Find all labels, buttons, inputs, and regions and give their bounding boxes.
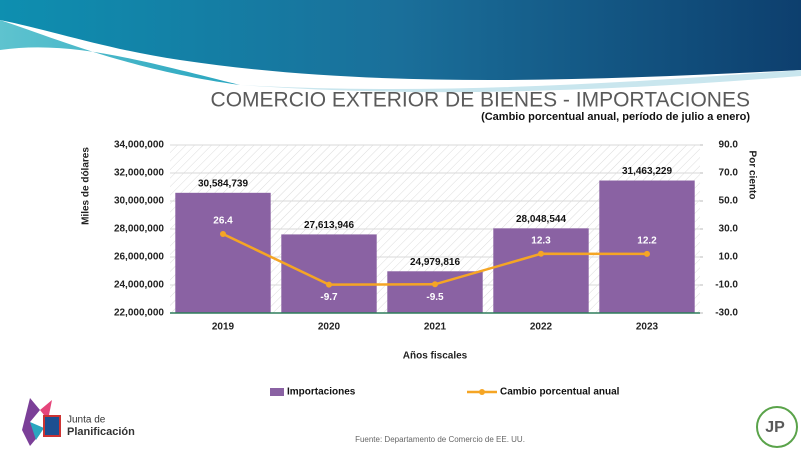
legend-label: Importaciones <box>287 387 356 398</box>
bar-value-label: 27,613,946 <box>304 220 354 231</box>
x-axis-label: Años fiscales <box>403 351 468 362</box>
y-tick-label: 34,000,000 <box>114 140 164 151</box>
y2-tick-label: -30.0 <box>715 308 738 319</box>
bar-value-label: 30,584,739 <box>198 178 248 189</box>
line-value-label: 12.3 <box>531 235 551 246</box>
logo-text: Planificación <box>67 426 135 438</box>
plot: 22,000,000 24,000,000 26,000,000 28,000,000… <box>114 140 738 398</box>
x-tick-label: 2019 <box>212 322 235 333</box>
bar-value-label: 28,048,544 <box>516 214 566 225</box>
chart-subtitle: (Cambio porcentual anual, período de jul… <box>481 111 750 123</box>
legend-label: Cambio porcentual anual <box>500 387 620 398</box>
y2-tick-label: 50.0 <box>719 196 739 207</box>
y-tick-label: 22,000,000 <box>114 308 164 319</box>
y-tick-label: 32,000,000 <box>114 168 164 179</box>
line-point <box>326 281 332 288</box>
bar <box>599 180 695 313</box>
bar <box>175 192 271 313</box>
line-value-label: 12.2 <box>637 236 657 247</box>
header-wave <box>0 0 801 80</box>
bar <box>493 228 589 313</box>
line-value-label: 26.4 <box>213 216 233 227</box>
line-point <box>432 281 438 288</box>
legend: Importaciones Cambio porcentual anual <box>270 387 620 398</box>
source-note: Fuente: Departamento de Comercio de EE. … <box>355 435 525 444</box>
bar-value-label: 24,979,816 <box>410 257 460 268</box>
y-tick-label: 30,000,000 <box>114 196 164 207</box>
logo: Junta de Planificación JP <box>22 398 798 448</box>
y-tick-label: 28,000,000 <box>114 224 164 235</box>
x-tick-label: 2021 <box>424 322 447 333</box>
line-value-label: -9.7 <box>320 292 338 303</box>
y2-axis-label: Por ciento <box>746 151 757 200</box>
line-point <box>538 250 544 257</box>
y2-tick-label: 10.0 <box>719 252 739 263</box>
header-wave-edge <box>240 70 801 93</box>
logo-text: Junta de <box>67 415 106 426</box>
y-axis-label: Miles de dólares <box>81 147 92 225</box>
chart-title: COMERCIO EXTERIOR DE BIENES - IMPORTACIO… <box>211 89 750 112</box>
y-tick-label: 26,000,000 <box>114 252 164 263</box>
y-tick-label: 24,000,000 <box>114 280 164 291</box>
logo-badge: JP <box>765 419 785 436</box>
bar-value-label: 31,463,229 <box>622 166 672 177</box>
line-point <box>644 250 650 257</box>
y2-tick-label: 30.0 <box>719 224 739 235</box>
line-value-label: -9.5 <box>426 292 444 303</box>
y2-tick-label: 90.0 <box>719 140 739 151</box>
x-tick-label: 2022 <box>530 322 553 333</box>
bar <box>387 271 483 313</box>
legend-swatch <box>270 388 284 396</box>
x-tick-label: 2023 <box>636 322 659 333</box>
legend-swatch <box>479 389 485 395</box>
line-point <box>220 231 226 238</box>
bar <box>281 234 377 313</box>
x-tick-label: 2020 <box>318 322 341 333</box>
y2-tick-label: 70.0 <box>719 168 739 179</box>
y2-tick-label: -10.0 <box>715 280 738 291</box>
